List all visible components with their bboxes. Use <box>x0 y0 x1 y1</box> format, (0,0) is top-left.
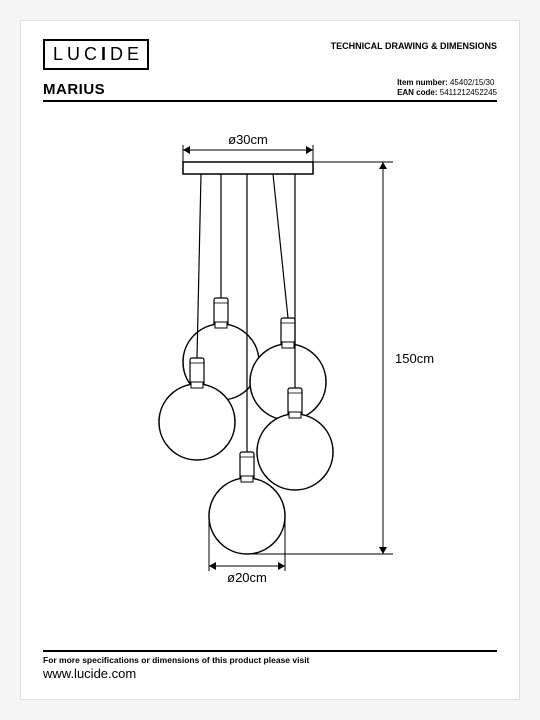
product-meta: Item number: 45402/15/30 EAN code: 54112… <box>397 78 497 98</box>
footer-url: www.lucide.com <box>43 666 497 681</box>
brand-logo: LUCIDE <box>43 39 149 70</box>
item-number-label: Item number: <box>397 78 448 87</box>
header-row: LUCIDE TECHNICAL DRAWING & DIMENSIONS <box>43 39 497 70</box>
ean-value: 5411212452245 <box>440 88 497 97</box>
logo-letter: U <box>67 44 80 65</box>
footer-text: For more specifications or dimensions of… <box>43 655 497 665</box>
svg-text:ø20cm: ø20cm <box>227 570 267 585</box>
svg-text:ø30cm: ø30cm <box>228 132 268 147</box>
footer: For more specifications or dimensions of… <box>43 650 497 681</box>
doc-title: TECHNICAL DRAWING & DIMENSIONS <box>331 39 497 51</box>
item-number-value: 45402/15/30 <box>450 78 495 87</box>
ean-label: EAN code: <box>397 88 437 97</box>
logo-letter: C <box>84 44 97 65</box>
spec-sheet: LUCIDE TECHNICAL DRAWING & DIMENSIONS MA… <box>20 20 520 700</box>
subheader-row: MARIUS Item number: 45402/15/30 EAN code… <box>43 78 497 102</box>
logo-letter: E <box>127 44 139 65</box>
logo-letter: I <box>101 44 106 65</box>
product-name: MARIUS <box>43 81 105 98</box>
logo-letter: D <box>110 44 123 65</box>
technical-drawing: ø30cm 150cm ø20cm <box>43 112 497 622</box>
svg-text:150cm: 150cm <box>395 351 434 366</box>
logo-letter: L <box>53 44 63 65</box>
